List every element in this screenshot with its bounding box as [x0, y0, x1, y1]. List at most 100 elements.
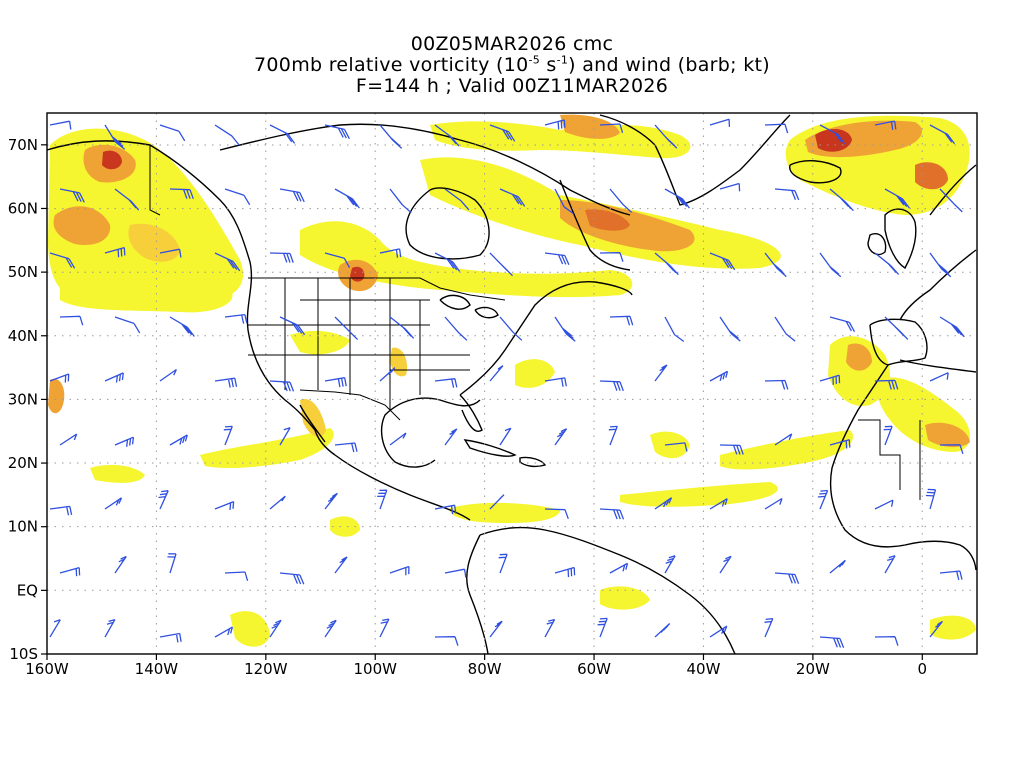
wind-barb — [334, 556, 348, 574]
wind-barb — [939, 316, 965, 338]
wind-barb — [434, 252, 461, 272]
wind-barb — [324, 252, 351, 269]
vorticity-area-norway-sea — [915, 162, 948, 190]
coastline-cuba — [463, 439, 517, 457]
wind-barb — [554, 566, 576, 578]
wind-barb — [434, 504, 457, 515]
wind-barb — [544, 252, 570, 266]
wind-barb — [599, 252, 624, 262]
x-tick-label: 160W — [25, 660, 69, 678]
wind-barb — [929, 252, 952, 278]
wind-barb — [169, 316, 195, 337]
y-tick-label: 10N — [8, 518, 38, 536]
wind-barb — [874, 636, 899, 646]
wind-barb — [104, 497, 123, 510]
y-axis: 70N 60N 50N 40N 30N 20N 10N EQ 10S — [8, 136, 47, 663]
x-tick-label: 140W — [135, 660, 179, 678]
y-tick-label: 70N — [8, 136, 38, 154]
wind-barb — [774, 433, 793, 446]
wind-barb — [379, 367, 396, 382]
wind-barb — [334, 188, 360, 209]
vorticity-area-texas — [390, 347, 408, 377]
coastline-south-america — [479, 526, 736, 654]
coastline-hudson-bay — [405, 187, 490, 260]
wind-barb — [874, 120, 897, 130]
wind-barb — [158, 490, 169, 510]
vorticity-area-alaska-max — [102, 150, 122, 170]
wind-barb — [159, 632, 182, 643]
wind-barb — [819, 252, 842, 278]
wind-barb — [49, 373, 70, 383]
coastline-mexico-pacific — [299, 404, 471, 521]
wind-barb — [269, 124, 296, 144]
wind-barb — [104, 124, 126, 150]
wind-barb — [114, 555, 127, 574]
vorticity-area-pacific-band — [60, 277, 233, 313]
wind-barb — [389, 432, 407, 446]
wind-barb — [49, 505, 73, 516]
y-tick-label: 20N — [8, 454, 38, 472]
wind-barb — [544, 119, 566, 130]
wind-barb — [544, 377, 567, 387]
wind-barb — [709, 498, 728, 510]
wind-barb — [939, 570, 963, 581]
wind-barb — [59, 315, 84, 326]
coastline-hispaniola — [519, 456, 547, 468]
x-tick-label: 80W — [468, 660, 502, 678]
vorticity-area-equatorial-atlantic — [600, 586, 650, 610]
vorticity-area-south-pacific — [230, 611, 270, 647]
wind-barb — [774, 316, 796, 342]
wind-barb — [214, 626, 234, 638]
x-tick-label: 60W — [577, 660, 611, 678]
political-boundaries — [149, 145, 921, 500]
coastline-great-lakes — [439, 294, 499, 319]
wind-barb — [379, 618, 390, 638]
vorticity-area-gulf-stream — [515, 359, 555, 388]
wind-barb — [597, 617, 608, 638]
y-tick-label: 60N — [8, 199, 38, 217]
wind-barb — [279, 572, 305, 585]
wind-barb — [654, 252, 679, 276]
vorticity-area-arctic — [430, 121, 691, 159]
wind-barb — [774, 188, 800, 201]
wind-barb — [939, 444, 964, 454]
wind-barb — [214, 377, 238, 388]
chart-title: 00Z05MAR2026 cmc 700mb relative vorticit… — [0, 34, 1024, 97]
wind-barb — [379, 124, 403, 149]
wind-barb — [544, 508, 569, 520]
vorticity-area-central-america — [449, 502, 560, 524]
wind-barb — [939, 188, 963, 213]
wind-barb — [444, 188, 470, 211]
coastline-scandinavia — [929, 164, 977, 216]
x-tick-label: 20W — [796, 660, 830, 678]
wind-barb — [489, 252, 513, 277]
title-valid-time: F=144 h ; Valid 00Z11MAR2026 — [355, 75, 669, 97]
wind-barb — [764, 123, 789, 134]
wind-barb — [884, 188, 910, 209]
wind-barb — [664, 442, 688, 452]
coastline-florida — [459, 394, 483, 432]
wind-barb — [279, 188, 305, 203]
wind-barb — [214, 124, 240, 146]
wind-barb — [883, 425, 893, 446]
wind-barb — [874, 379, 899, 390]
wind-barb — [599, 380, 624, 392]
wind-barb — [104, 372, 124, 383]
title-run-info: 00Z05MAR2026 cmc — [410, 33, 614, 55]
wind-barb — [279, 316, 306, 336]
coastline-britain — [884, 208, 917, 269]
border-us-canada — [248, 277, 506, 301]
wind-barb — [489, 365, 504, 382]
wind-barb — [829, 439, 851, 449]
wind-barb — [223, 425, 233, 446]
y-tick-label: 50N — [8, 263, 38, 281]
wind-barb — [709, 370, 729, 382]
wind-barb — [434, 124, 460, 147]
wind-barb — [444, 568, 467, 578]
coastline-us-west — [247, 329, 336, 456]
vorticity-area-baja — [300, 399, 326, 437]
wind-barb — [434, 636, 459, 646]
vorticity-area-baffin — [560, 114, 620, 139]
wind-barb — [719, 316, 741, 342]
wind-barb — [654, 364, 668, 382]
